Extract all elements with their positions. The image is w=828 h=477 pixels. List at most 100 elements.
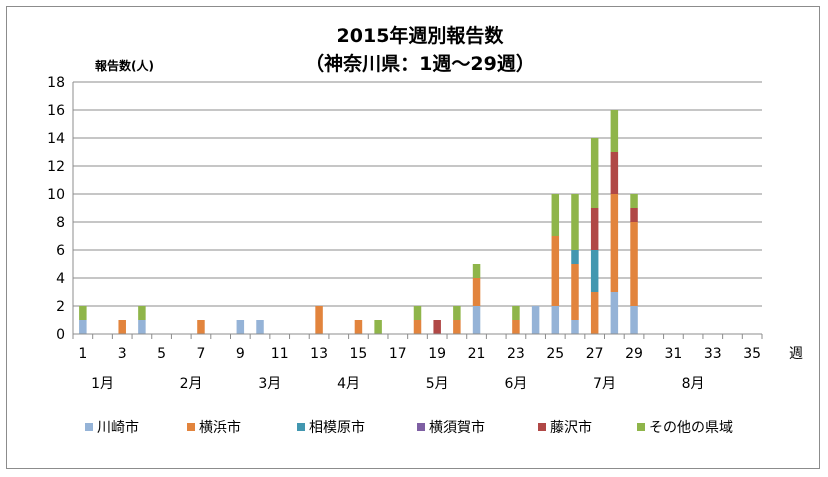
bar-segment bbox=[512, 306, 520, 320]
y-tick-label: 14 bbox=[47, 131, 65, 147]
x-tick-label: 1 bbox=[78, 346, 87, 362]
bar-segment bbox=[571, 264, 579, 320]
chart-frame: 2015年週別報告数 （神奈川県：1週〜29週） 報告数(人) 週 0 2 4 6 8 1… bbox=[6, 6, 820, 469]
legend-label: 川崎市 bbox=[97, 419, 139, 436]
legend-label: 横須賀市 bbox=[429, 419, 485, 436]
bar-segment bbox=[551, 236, 560, 306]
x-axis-label: 週 bbox=[789, 346, 803, 362]
bar-segment bbox=[610, 292, 619, 334]
legend: 川崎市 横浜市 相模原市 横須賀市 藤沢市 その他の県域 bbox=[85, 419, 733, 436]
legend-label: 藤沢市 bbox=[550, 419, 592, 436]
legend-swatch bbox=[85, 423, 93, 431]
bar-segment bbox=[315, 306, 323, 334]
bar-segment bbox=[551, 306, 560, 334]
y-tick-label: 10 bbox=[47, 187, 65, 203]
bar-segment bbox=[118, 320, 126, 334]
y-tick-label: 18 bbox=[47, 75, 65, 91]
bar-segment bbox=[236, 320, 245, 334]
x-tick-label: 3 bbox=[118, 346, 127, 362]
x-tick-label: 15 bbox=[350, 346, 368, 362]
month-label: 4月 bbox=[337, 376, 360, 392]
legend-swatch bbox=[417, 423, 425, 431]
month-label: 7月 bbox=[593, 376, 616, 392]
bar-segment bbox=[630, 222, 638, 306]
bar-segment bbox=[79, 320, 87, 334]
bar-segment bbox=[472, 278, 481, 306]
bar-segment bbox=[590, 138, 599, 208]
bar-segment bbox=[453, 320, 461, 334]
x-tick-label: 33 bbox=[704, 346, 722, 362]
legend-label: 横浜市 bbox=[199, 419, 241, 436]
chart-svg: 2015年週別報告数 （神奈川県：1週〜29週） 報告数(人) 週 0 2 4 6 8 1… bbox=[47, 24, 803, 436]
bar-segment bbox=[610, 194, 619, 292]
y-tick-label: 4 bbox=[56, 271, 65, 287]
x-tick-label: 13 bbox=[310, 346, 328, 362]
bar-segment bbox=[413, 320, 422, 334]
gridlines bbox=[73, 81, 762, 307]
y-tick-label: 16 bbox=[47, 103, 65, 119]
axes bbox=[72, 82, 763, 339]
bar-segment bbox=[551, 194, 560, 236]
bar-segment bbox=[472, 264, 481, 278]
chart-title: 2015年週別報告数 bbox=[337, 24, 505, 47]
y-axis-label: 報告数(人) bbox=[95, 58, 154, 73]
bars bbox=[79, 110, 638, 334]
x-tick-label: 5 bbox=[157, 346, 166, 362]
bar-segment bbox=[630, 194, 638, 208]
month-label: 1月 bbox=[91, 376, 114, 392]
bar-segment bbox=[630, 208, 638, 222]
bar-segment bbox=[610, 152, 619, 194]
bar-segment bbox=[571, 320, 579, 334]
x-tick-label: 23 bbox=[507, 346, 525, 362]
bar-segment bbox=[590, 250, 599, 292]
x-tick-label: 27 bbox=[586, 346, 604, 362]
legend-swatch bbox=[538, 423, 546, 431]
month-label: 3月 bbox=[258, 376, 281, 392]
month-label: 5月 bbox=[426, 376, 449, 392]
legend-swatch bbox=[187, 423, 195, 431]
bar-segment bbox=[197, 320, 205, 334]
legend-label: その他の県域 bbox=[649, 420, 733, 436]
y-tick-label: 12 bbox=[47, 159, 65, 175]
x-tick-label: 25 bbox=[546, 346, 564, 362]
bar-segment bbox=[79, 306, 87, 320]
bar-segment bbox=[590, 208, 599, 250]
legend-label: 相模原市 bbox=[309, 419, 365, 436]
bar-segment bbox=[590, 292, 599, 334]
bar-segment bbox=[630, 306, 638, 334]
bar-segment bbox=[610, 110, 619, 152]
y-tick-label: 8 bbox=[56, 215, 65, 231]
month-label: 2月 bbox=[180, 376, 203, 392]
bar-segment bbox=[453, 306, 461, 320]
x-tick-labels: 1 3 5 7 9 11 13 15 17 19 21 23 25 27 29 31 33 35 bbox=[78, 346, 761, 362]
bar-segment bbox=[571, 194, 579, 250]
bar-segment bbox=[413, 306, 422, 320]
bar-segment bbox=[138, 306, 146, 320]
x-tick-label: 29 bbox=[625, 346, 643, 362]
bar-segment bbox=[512, 320, 520, 334]
y-tick-label: 0 bbox=[56, 327, 65, 343]
bar-segment bbox=[571, 250, 579, 264]
x-tick-label: 35 bbox=[743, 346, 761, 362]
x-tick-label: 19 bbox=[428, 346, 446, 362]
x-tick-label: 7 bbox=[196, 346, 205, 362]
month-label: 8月 bbox=[682, 376, 705, 392]
y-tick-labels: 0 2 4 6 8 10 12 14 16 18 bbox=[47, 75, 65, 343]
x-tick-label: 31 bbox=[665, 346, 683, 362]
bar-segment bbox=[433, 320, 441, 334]
month-label: 6月 bbox=[504, 376, 527, 392]
chart-subtitle: （神奈川県：1週〜29週） bbox=[305, 52, 535, 75]
bar-segment bbox=[256, 320, 264, 334]
bar-segment bbox=[374, 320, 382, 334]
legend-swatch bbox=[637, 423, 645, 431]
bar-segment bbox=[354, 320, 363, 334]
month-labels: 1月 2月 3月 4月 5月 6月 7月 8月 bbox=[91, 376, 704, 392]
x-tick-label: 11 bbox=[271, 346, 289, 362]
y-tick-label: 6 bbox=[56, 243, 65, 259]
bar-segment bbox=[472, 306, 481, 334]
y-tick-label: 2 bbox=[56, 299, 65, 315]
legend-swatch bbox=[297, 423, 305, 431]
x-tick-label: 17 bbox=[389, 346, 407, 362]
x-tick-label: 21 bbox=[468, 346, 486, 362]
bar-segment bbox=[138, 320, 146, 334]
